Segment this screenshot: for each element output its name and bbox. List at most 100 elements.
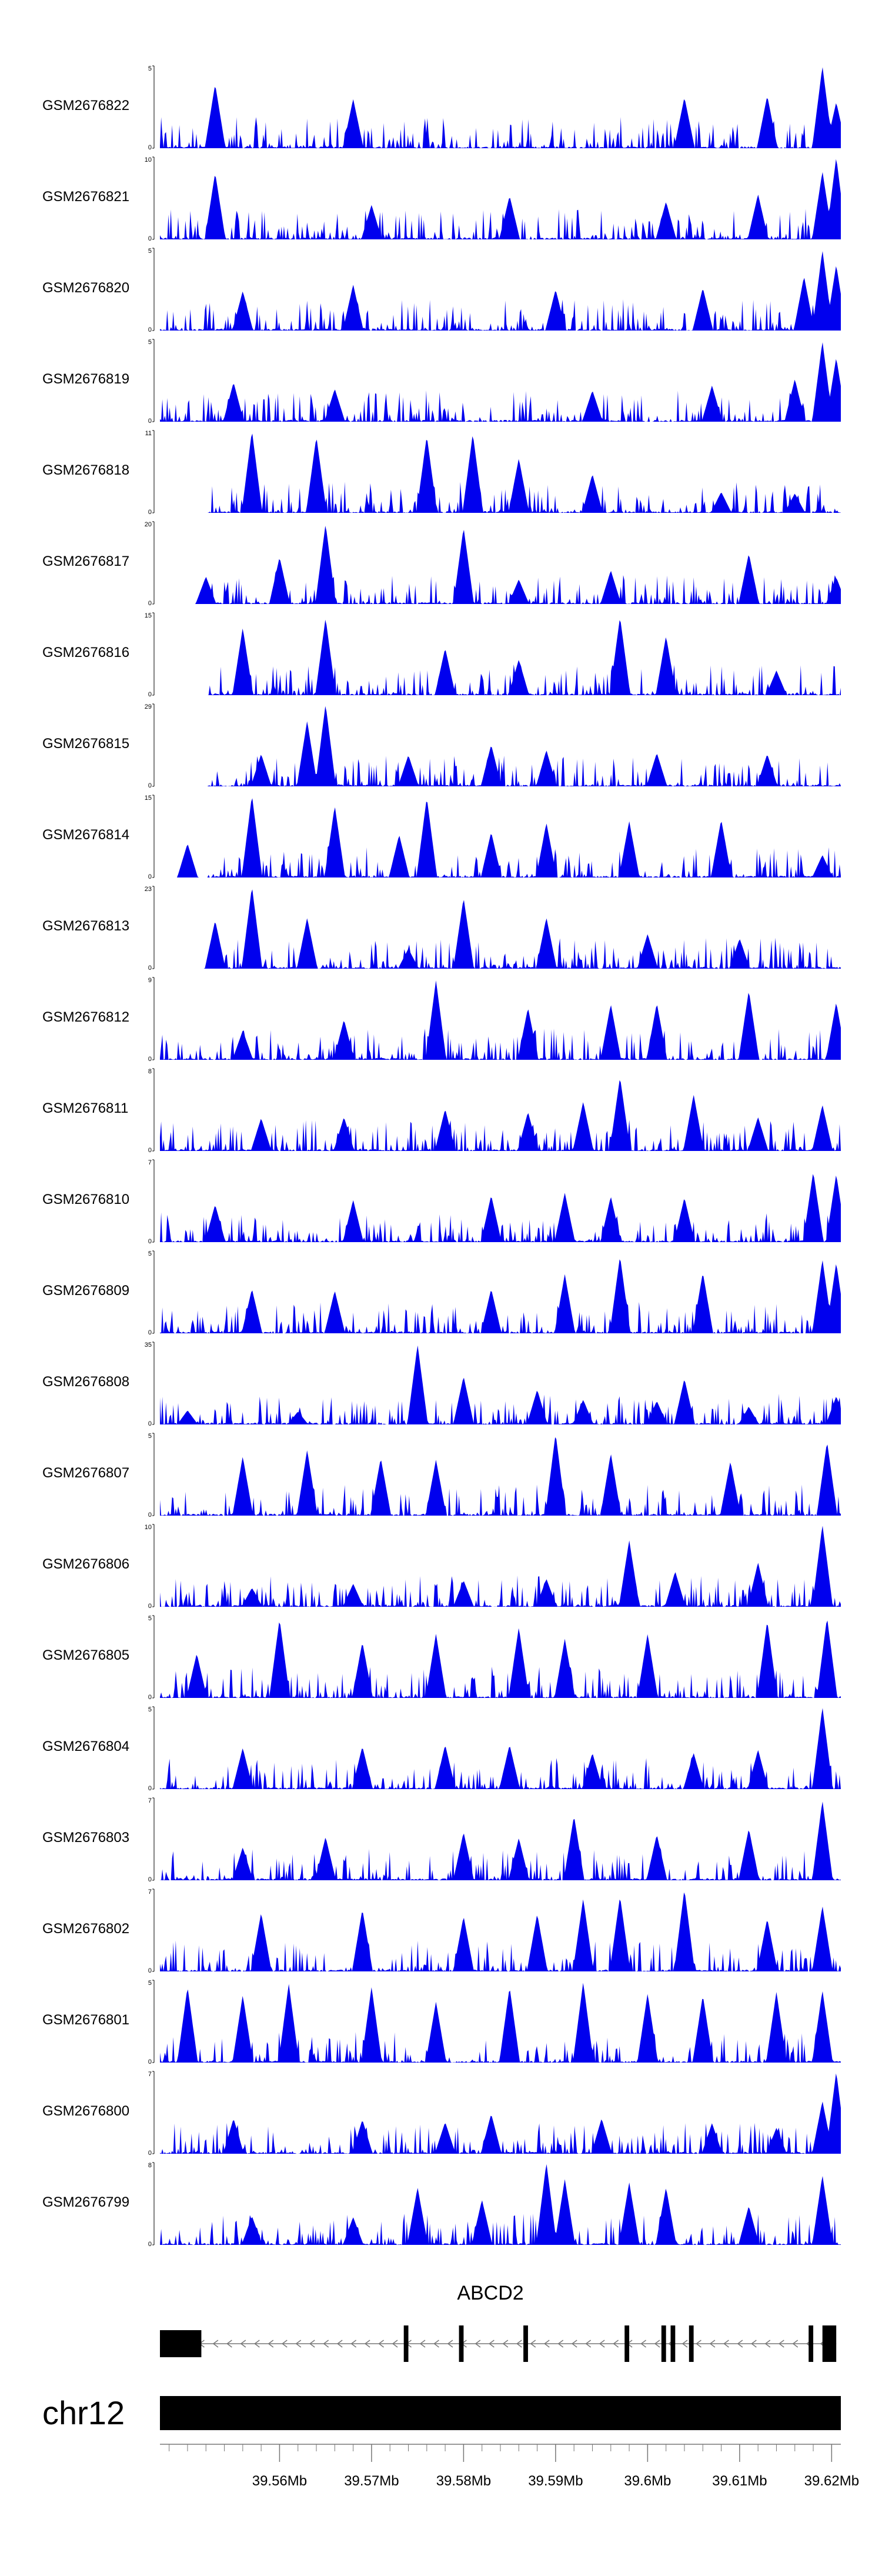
y-min-label: 0 xyxy=(148,1603,152,1610)
coverage-area xyxy=(160,1345,841,1424)
chromosome-track: chr12 xyxy=(42,2394,841,2431)
track-label: GSM2676815 xyxy=(42,736,129,752)
y-min-label: 0 xyxy=(148,1329,152,1336)
coverage-area xyxy=(160,67,841,148)
track-label: GSM2676821 xyxy=(42,189,129,205)
strand-arrow xyxy=(571,2340,577,2348)
y-min-label: 0 xyxy=(148,2150,152,2157)
strand-arrow xyxy=(737,2340,743,2348)
coverage-area xyxy=(160,1526,841,1607)
coverage-area xyxy=(160,342,841,422)
y-max-label: 7 xyxy=(148,1888,152,1896)
track-label: GSM2676801 xyxy=(42,2012,129,2028)
y-min-label: 0 xyxy=(148,1967,152,1974)
y-max-label: 10 xyxy=(145,1524,152,1531)
strand-arrow xyxy=(723,2340,729,2348)
strand-arrow xyxy=(599,2340,605,2348)
y-max-label: 23 xyxy=(145,886,152,893)
track-label: GSM2676814 xyxy=(42,827,129,843)
track-label: GSM2676819 xyxy=(42,371,129,387)
y-max-label: 5 xyxy=(148,339,152,346)
track-GSM2676815: GSM2676815 29 0 xyxy=(42,703,841,789)
track-GSM2676821: GSM2676821 10 0 xyxy=(42,156,841,242)
coverage-area xyxy=(160,980,841,1060)
y-min-label: 0 xyxy=(148,600,152,607)
strand-arrow xyxy=(654,2340,660,2348)
gene-track: ABCD2 xyxy=(160,2282,837,2362)
track-GSM2676805: GSM2676805 5 0 xyxy=(42,1615,841,1701)
strand-arrow xyxy=(323,2340,329,2348)
strand-arrow xyxy=(516,2340,522,2348)
y-max-label: 20 xyxy=(145,521,152,528)
track-GSM2676806: GSM2676806 10 0 xyxy=(42,1524,841,1610)
coverage-area xyxy=(160,2164,841,2245)
coverage-area xyxy=(160,1801,841,1880)
coverage-area xyxy=(160,619,841,695)
axis-tick-label: 39.58Mb xyxy=(436,2473,491,2489)
track-label: GSM2676800 xyxy=(42,2103,129,2119)
chromosome-ideogram-bar xyxy=(160,2396,841,2430)
strand-arrow xyxy=(295,2340,302,2348)
strand-arrow xyxy=(489,2340,495,2348)
y-max-label: 7 xyxy=(148,1797,152,1804)
track-GSM2676807: GSM2676807 5 0 xyxy=(42,1433,841,1519)
y-max-label: 15 xyxy=(145,795,152,802)
track-label: GSM2676818 xyxy=(42,462,129,478)
y-min-label: 0 xyxy=(148,965,152,972)
y-max-label: 5 xyxy=(148,1433,152,1440)
track-label: GSM2676810 xyxy=(42,1192,129,1207)
track-GSM2676817: GSM2676817 20 0 xyxy=(42,521,841,607)
strand-arrow xyxy=(764,2340,771,2348)
track-GSM2676803: GSM2676803 7 0 xyxy=(42,1797,841,1883)
y-max-label: 10 xyxy=(145,156,152,163)
track-label: GSM2676820 xyxy=(42,280,129,296)
track-GSM2676820: GSM2676820 5 0 xyxy=(42,248,841,333)
y-min-label: 0 xyxy=(148,1238,152,1245)
axis-tick-label: 39.6Mb xyxy=(624,2473,671,2489)
y-min-label: 0 xyxy=(148,418,152,425)
track-label: GSM2676803 xyxy=(42,1830,129,1846)
coverage-area xyxy=(160,1437,841,1516)
y-max-label: 7 xyxy=(148,1159,152,1166)
gene-exon xyxy=(459,2325,464,2362)
y-min-label: 0 xyxy=(148,235,152,242)
strand-arrow xyxy=(613,2340,619,2348)
y-min-label: 0 xyxy=(148,326,152,333)
track-label: GSM2676811 xyxy=(42,1100,128,1116)
strand-arrow xyxy=(240,2340,246,2348)
strand-arrow xyxy=(681,2340,688,2348)
strand-arrow xyxy=(557,2340,564,2348)
strand-arrow xyxy=(585,2340,592,2348)
strand-arrow xyxy=(433,2340,439,2348)
track-label: GSM2676802 xyxy=(42,1921,129,1937)
track-label: GSM2676808 xyxy=(42,1374,129,1390)
strand-arrow xyxy=(268,2340,274,2348)
gene-exon xyxy=(624,2325,630,2362)
track-label: GSM2676813 xyxy=(42,918,129,934)
chromosome-label: chr12 xyxy=(42,2394,125,2431)
y-min-label: 0 xyxy=(148,144,152,151)
gene-exon xyxy=(808,2325,814,2362)
coverage-area xyxy=(160,1708,841,1789)
y-min-label: 0 xyxy=(148,1785,152,1792)
track-label: GSM2676805 xyxy=(42,1647,129,1663)
axis-tick-label: 39.56Mb xyxy=(252,2473,307,2489)
strand-arrow xyxy=(475,2340,481,2348)
track-GSM2676818: GSM2676818 11 0 xyxy=(42,430,841,516)
genomic-axis: 39.56Mb 39.57Mb 39.58Mb 39.59Mb 39.6Mb 39.61M… xyxy=(160,2444,859,2489)
track-GSM2676814: GSM2676814 15 0 xyxy=(42,795,841,880)
coverage-area xyxy=(160,1259,841,1333)
strand-arrow xyxy=(212,2340,219,2348)
strand-arrow xyxy=(792,2340,799,2348)
gene-exon xyxy=(661,2325,666,2362)
y-min-label: 0 xyxy=(148,509,152,516)
y-max-label: 35 xyxy=(145,1342,152,1349)
y-max-label: 8 xyxy=(148,1068,152,1075)
track-label: GSM2676807 xyxy=(42,1465,129,1481)
y-min-label: 0 xyxy=(148,2058,152,2066)
coverage-area xyxy=(160,526,841,604)
track-label: GSM2676799 xyxy=(42,2194,129,2210)
coverage-area xyxy=(160,798,841,877)
track-GSM2676808: GSM2676808 35 0 xyxy=(42,1342,841,1427)
y-min-label: 0 xyxy=(148,1511,152,1519)
